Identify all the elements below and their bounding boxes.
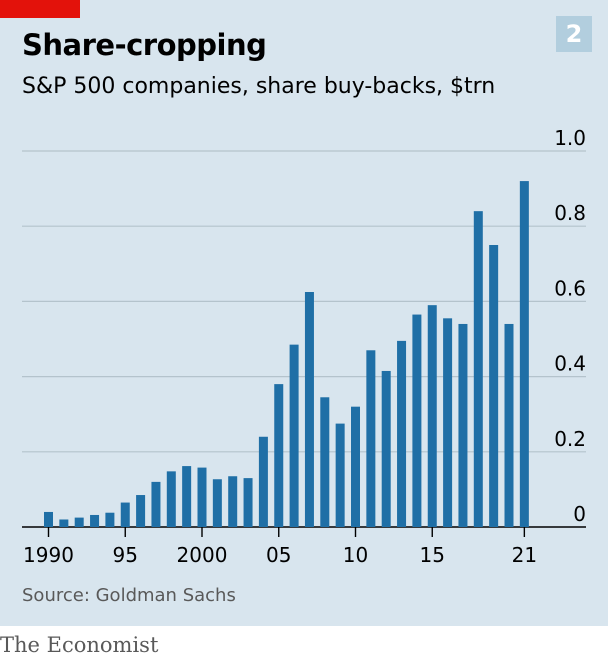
brand-red-tag [0, 0, 80, 18]
chart-subtitle: S&P 500 companies, share buy-backs, $trn [22, 74, 496, 99]
bar-2003 [243, 478, 253, 527]
y-tick-label: 0.8 [554, 201, 586, 225]
source-note: Source: Goldman Sachs [22, 585, 236, 606]
gridlines [22, 150, 586, 528]
bar-2009 [335, 423, 345, 527]
bar-2021 [519, 181, 529, 527]
x-tick-label: 2000 [177, 543, 228, 567]
bar-2011 [366, 350, 376, 527]
bar-2002 [228, 476, 238, 527]
bar-1998 [166, 471, 176, 527]
bar-2012 [381, 370, 391, 527]
y-tick-labels: 0 0.2 0.4 0.6 0.8 1.0 [554, 126, 586, 526]
bar-1991 [59, 519, 69, 527]
bar-2016 [443, 318, 453, 527]
bar-2010 [351, 406, 360, 527]
bar-1990 [44, 511, 53, 527]
bar-2005 [274, 384, 284, 527]
y-tick-label: 0.6 [554, 276, 586, 300]
y-tick-label: 1.0 [554, 126, 586, 150]
bar-1992 [74, 517, 84, 527]
bar-1994 [105, 512, 115, 527]
y-tick-label: 0.4 [554, 352, 586, 376]
x-tick-label: 15 [420, 543, 445, 567]
x-tick-labels: 1990 95 2000 05 10 15 21 [23, 527, 537, 567]
bar-2004 [258, 436, 268, 527]
bar-2000 [197, 467, 207, 527]
bar-1999 [182, 466, 192, 527]
x-tick-label: 95 [113, 543, 138, 567]
x-tick-label: 21 [512, 543, 537, 567]
chart-number-badge: 2 [556, 16, 592, 52]
bar-2019 [489, 245, 499, 527]
bar-2008 [320, 397, 330, 527]
x-tick-label: 10 [343, 543, 368, 567]
bar-chart: 0 0.2 0.4 0.6 0.8 1.0 1990 95 2000 05 10 15 21 [22, 126, 586, 567]
x-tick-label: 05 [266, 543, 291, 567]
bar-2001 [212, 479, 222, 527]
bar-1995 [120, 502, 130, 527]
bar-2015 [427, 305, 437, 527]
chart-title: Share-cropping [22, 28, 267, 62]
bar-2020 [504, 323, 514, 527]
y-tick-label: 0.2 [554, 427, 586, 451]
publisher-logo: The Economist [0, 633, 159, 657]
bar-2013 [397, 340, 407, 527]
y-tick-label: 0 [573, 502, 586, 526]
bar-2018 [473, 211, 483, 527]
bar-1996 [136, 495, 146, 527]
bar-2007 [304, 292, 314, 527]
bar-2014 [412, 314, 422, 527]
bar-2017 [458, 323, 468, 527]
x-tick-label: 1990 [23, 543, 74, 567]
bar-1993 [90, 514, 100, 527]
bars [44, 181, 529, 527]
bar-2006 [289, 344, 299, 527]
bar-1997 [151, 481, 161, 527]
